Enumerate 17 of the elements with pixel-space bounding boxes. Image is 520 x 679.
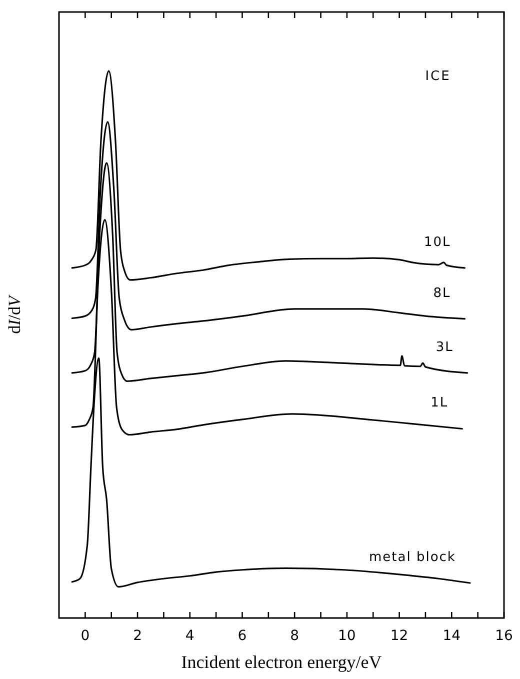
series-label: 10L xyxy=(424,234,451,250)
x-tick-label: 6 xyxy=(238,628,247,644)
x-axis-title: Incident electron energy/eV xyxy=(181,652,382,672)
series-label: 8L xyxy=(433,286,451,301)
x-tick-label: 10 xyxy=(338,628,356,644)
x-tick-label: 16 xyxy=(495,628,513,644)
x-tick-label: 2 xyxy=(133,628,142,644)
series-label: 1L xyxy=(430,396,448,411)
y-axis-title: dI/dV xyxy=(5,293,24,334)
x-tick-label: 4 xyxy=(185,628,194,644)
x-tick-label: 0 xyxy=(80,628,90,644)
series-label: 3L xyxy=(436,340,454,355)
series-label: metal block xyxy=(369,550,456,565)
x-tick-label: 8 xyxy=(290,628,300,644)
x-tick-label: 14 xyxy=(442,628,461,644)
x-tick-label: 12 xyxy=(390,628,408,644)
annotation: ICE xyxy=(425,69,451,84)
